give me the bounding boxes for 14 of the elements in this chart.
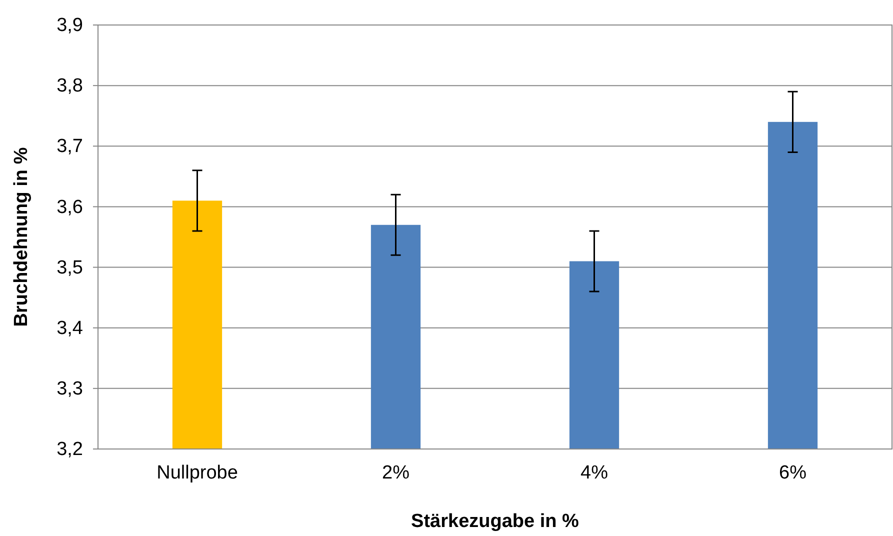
y-tick-label: 3,6 [56, 196, 83, 218]
x-tick-label: Nullprobe [156, 462, 238, 484]
y-tick-label: 3,3 [56, 378, 83, 400]
y-tick-label: 3,5 [56, 257, 83, 278]
y-tick-label: 3,7 [56, 136, 83, 158]
y-tick-label: 3,9 [56, 15, 83, 36]
x-tick-label: 2% [382, 462, 410, 484]
x-tick-label: 6% [779, 462, 807, 484]
y-tick-label: 3,2 [56, 439, 83, 460]
y-tick-label: 3,4 [56, 318, 84, 339]
y-tick-label: 3,8 [56, 76, 83, 97]
y-axis-title: Bruchdehnung in % [11, 147, 32, 327]
x-axis-title: Stärkezugabe in % [411, 511, 580, 532]
x-tick-label: 4% [580, 462, 608, 484]
